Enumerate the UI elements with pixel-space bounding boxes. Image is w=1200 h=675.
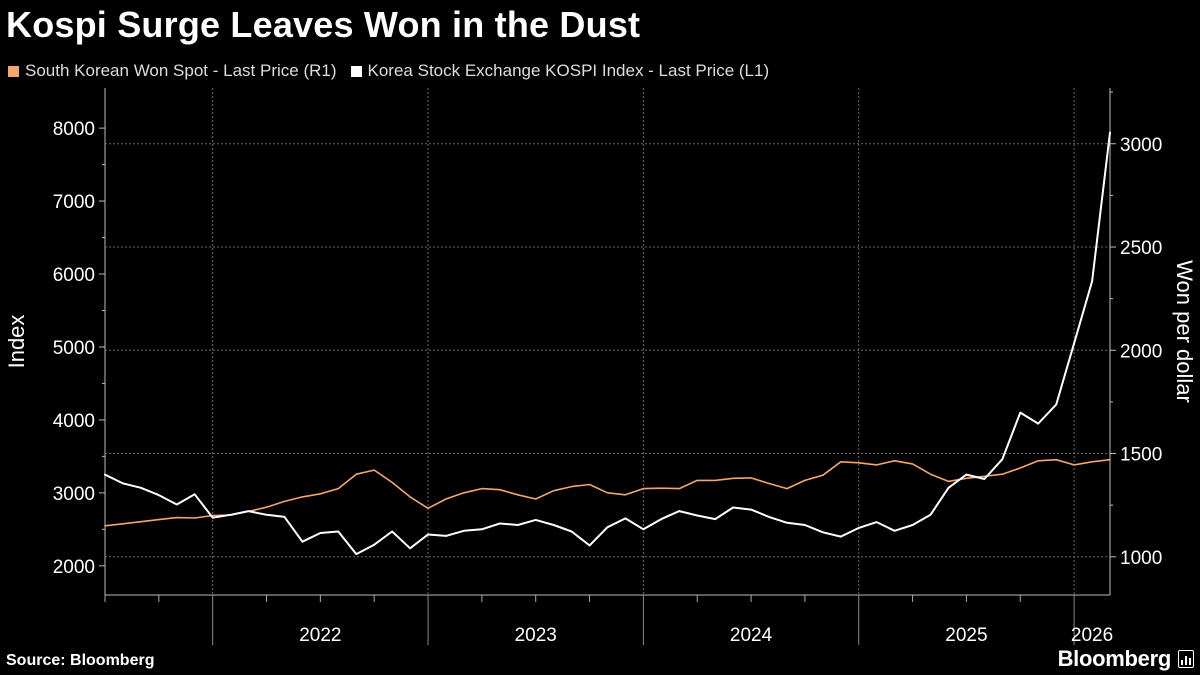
legend-item-won: South Korean Won Spot - Last Price (R1) xyxy=(8,61,337,81)
y-left-axis-title: Index xyxy=(4,315,29,369)
bloomberg-logo: Bloomberg xyxy=(1058,646,1194,672)
kospi-series-line xyxy=(104,131,1111,556)
legend-item-kospi: Korea Stock Exchange KOSPI Index - Last … xyxy=(350,61,770,81)
y-right-tick-label: 1500 xyxy=(1120,445,1162,466)
x-tick-label: 2022 xyxy=(299,625,341,646)
y-right-tick-label: 2000 xyxy=(1120,341,1162,362)
chart-title: Kospi Surge Leaves Won in the Dust xyxy=(6,4,641,45)
y-right-tick-label: 3000 xyxy=(1120,135,1162,156)
legend-label-won: South Korean Won Spot - Last Price (R1) xyxy=(25,61,337,80)
y-left-tick-label: 6000 xyxy=(53,265,95,286)
chart-legend: South Korean Won Spot - Last Price (R1) … xyxy=(8,61,783,81)
y-left-tick-label: 4000 xyxy=(53,411,95,432)
y-left-tick-label: 8000 xyxy=(53,119,95,140)
chart-logo-icon xyxy=(1178,650,1194,668)
y-left-tick-label: 2000 xyxy=(53,557,95,578)
x-tick-label: 2026 xyxy=(1071,625,1113,646)
x-tick-label: 2025 xyxy=(945,625,987,646)
y-right-tick-label: 1000 xyxy=(1120,548,1162,569)
y-right-tick-label: 2500 xyxy=(1120,238,1162,259)
y-left-tick-label: 3000 xyxy=(53,484,95,505)
y-left-tick-label: 5000 xyxy=(53,338,95,359)
x-tick-label: 2024 xyxy=(730,625,773,646)
legend-swatch-kospi xyxy=(350,65,362,77)
brand-name: Bloomberg xyxy=(1057,646,1172,671)
x-tick-label: 2023 xyxy=(515,625,557,646)
legend-label-kospi: Korea Stock Exchange KOSPI Index - Last … xyxy=(367,61,770,80)
source-note: Source: Bloomberg xyxy=(6,652,155,669)
legend-swatch-won xyxy=(8,65,19,77)
y-left-tick-label: 7000 xyxy=(53,192,95,213)
won-series-line xyxy=(104,458,1111,527)
y-right-axis-title: Won per dollar xyxy=(1172,260,1197,403)
